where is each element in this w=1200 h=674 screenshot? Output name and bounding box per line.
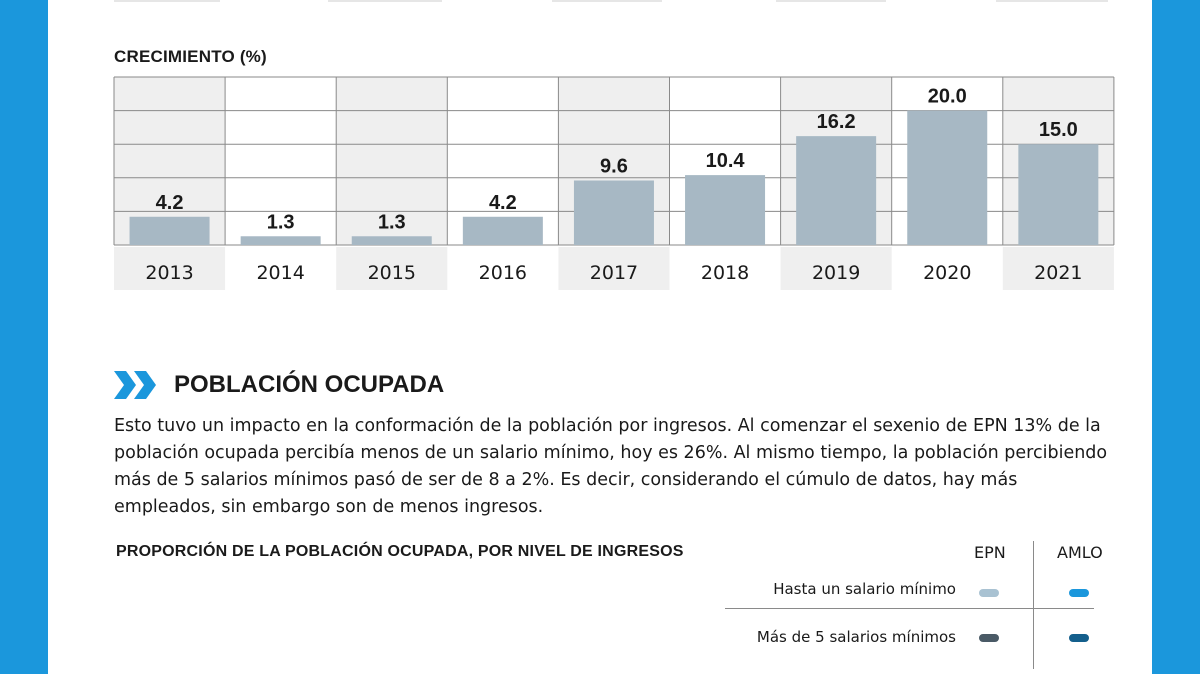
section-title: POBLACIÓN OCUPADA: [174, 371, 445, 398]
label-band-shade: [780, 247, 892, 290]
bar: [796, 136, 877, 245]
double-chevron-icon: [114, 371, 156, 399]
x-tick-label: 2021: [1034, 262, 1082, 284]
value-label: 9.6: [600, 155, 628, 177]
bar: [351, 236, 432, 245]
column-header-amlo: AMLO: [1057, 543, 1103, 562]
section-body: Esto tuvo un impacto en la conformación …: [114, 416, 1108, 517]
bar: [240, 236, 321, 245]
legend-swatch-epn-five: [979, 634, 999, 642]
infographic-page: CRECIMIENTO (%) 4.2 2013 1.3 2014 1.3 2015 4.2…: [48, 0, 1152, 674]
label-band-shade: [558, 247, 670, 290]
bar: [907, 110, 988, 245]
value-label: 4.2: [489, 192, 517, 214]
bar: [685, 175, 766, 245]
label-band-shade: [1002, 247, 1114, 290]
top-divider: [328, 0, 442, 2]
column-shade: [336, 77, 448, 245]
value-label: 20.0: [928, 86, 967, 108]
x-tick-label: 2015: [368, 262, 416, 284]
bar: [462, 216, 543, 245]
bar: [129, 216, 210, 245]
x-tick-label: 2013: [145, 262, 193, 284]
x-tick-label: 2019: [812, 262, 860, 284]
x-tick-label: 2020: [923, 262, 971, 284]
label-band-shade: [336, 247, 448, 290]
table-title: PROPORCIÓN DE LA POBLACIÓN OCUPADA, POR …: [116, 543, 684, 560]
value-label: 4.2: [156, 192, 184, 214]
value-label: 10.4: [706, 150, 746, 172]
bar: [1018, 144, 1099, 245]
value-label: 16.2: [817, 111, 856, 133]
value-label: 1.3: [267, 211, 295, 233]
row-label-five-wages: Más de 5 salarios mínimos: [756, 628, 956, 646]
value-label: 1.3: [378, 211, 406, 233]
legend-swatch-amlo-five: [1069, 634, 1089, 642]
legend-swatch-amlo-minimum: [1069, 589, 1089, 597]
top-divider: [776, 0, 886, 2]
x-tick-label: 2017: [590, 262, 638, 284]
label-band-shade: [114, 247, 226, 290]
x-tick-label: 2018: [701, 262, 749, 284]
x-tick-label: 2016: [479, 262, 527, 284]
row-label-minimum-wage: Hasta un salario mínimo: [773, 580, 956, 598]
bar: [573, 180, 654, 245]
top-divider: [996, 0, 1108, 2]
section-heading: POBLACIÓN OCUPADA: [114, 371, 444, 399]
chart-title: CRECIMIENTO (%): [114, 47, 267, 66]
column-header-epn: EPN: [974, 543, 1006, 562]
legend-swatch-epn-minimum: [979, 589, 999, 597]
top-divider: [114, 0, 220, 2]
column-divider: [1033, 541, 1034, 669]
x-tick-label: 2014: [256, 262, 304, 284]
top-divider: [552, 0, 662, 2]
row-divider: [725, 608, 1094, 609]
value-label: 15.0: [1039, 119, 1078, 141]
bar-chart: 4.2 2013 1.3 2014 1.3 2015 4.2 2016 9.6 2017 10.4 2…: [113, 76, 1115, 290]
